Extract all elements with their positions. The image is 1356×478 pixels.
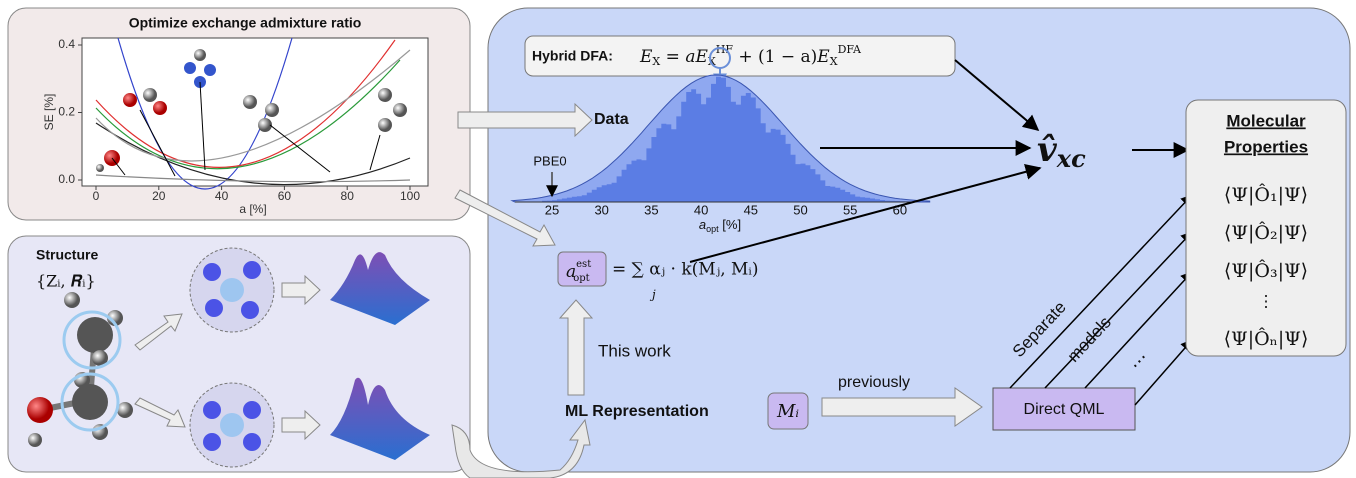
histogram-tick-label: 40 [694,202,708,217]
panel-title: Structure [36,247,98,263]
data-label: Data [594,111,629,128]
y-tick-label: 0.4 [58,37,75,51]
histogram-tick-label: 50 [793,202,807,217]
histogram-tick-label: 35 [644,202,658,217]
ml-representation: ML Representation [565,403,709,420]
x-tick-label: 0 [93,189,100,203]
y-tick-label: 0.2 [58,105,75,119]
histogram-tick-label: 25 [545,202,559,217]
histogram-tick-label: 55 [843,202,857,217]
property-item: ⟨Ψ|Ôₙ|Ψ⟩ [1224,327,1309,350]
kernel-equation: = ∑ αⱼ · k(Mⱼ, Mᵢ) [612,260,758,280]
properties-title: Molecular [1226,111,1306,130]
property-item: ⟨Ψ|Ô₃|Ψ⟩ [1224,259,1308,282]
mi: Mᵢ [776,401,799,422]
histogram-tick-label: 45 [744,202,758,217]
histogram-tick-label: 30 [594,202,608,217]
this-work: This work [598,341,671,360]
hybrid-dfa-label: Hybrid DFA: [532,48,613,64]
x-tick-label: 100 [400,189,420,203]
structure-symbol: {Zᵢ, 𝑹ᵢ} [36,272,96,291]
y-axis-label: SE [%] [42,94,56,131]
hybrid-dfa-equation: EX = aEXHF + (1 − a)EXDFA [639,43,862,68]
diagram: Optimize exchange admixture ratio 0 20 40 6… [0,0,1356,478]
panel-title: Optimize exchange admixture ratio [129,15,362,31]
x-tick-label: 20 [152,189,166,203]
y-tick-label: 0.0 [58,172,75,186]
x-tick-label: 80 [341,189,355,203]
direct-qml: Direct QML [1024,401,1105,418]
property-item: ⟨Ψ|Ô₁|Ψ⟩ [1224,183,1308,206]
property-item: ⟨Ψ|Ô₂|Ψ⟩ [1224,221,1308,244]
pbe0-label: PBE0 [533,153,566,168]
histogram-x-label: aopt [%] [699,217,741,234]
previously: previously [838,374,910,391]
properties-title: Properties [1224,137,1308,156]
x-tick-label: 40 [215,189,229,203]
properties-ellipsis: ⋮ [1258,292,1274,311]
x-axis-label: a [%] [239,202,266,216]
x-tick-label: 60 [278,189,292,203]
